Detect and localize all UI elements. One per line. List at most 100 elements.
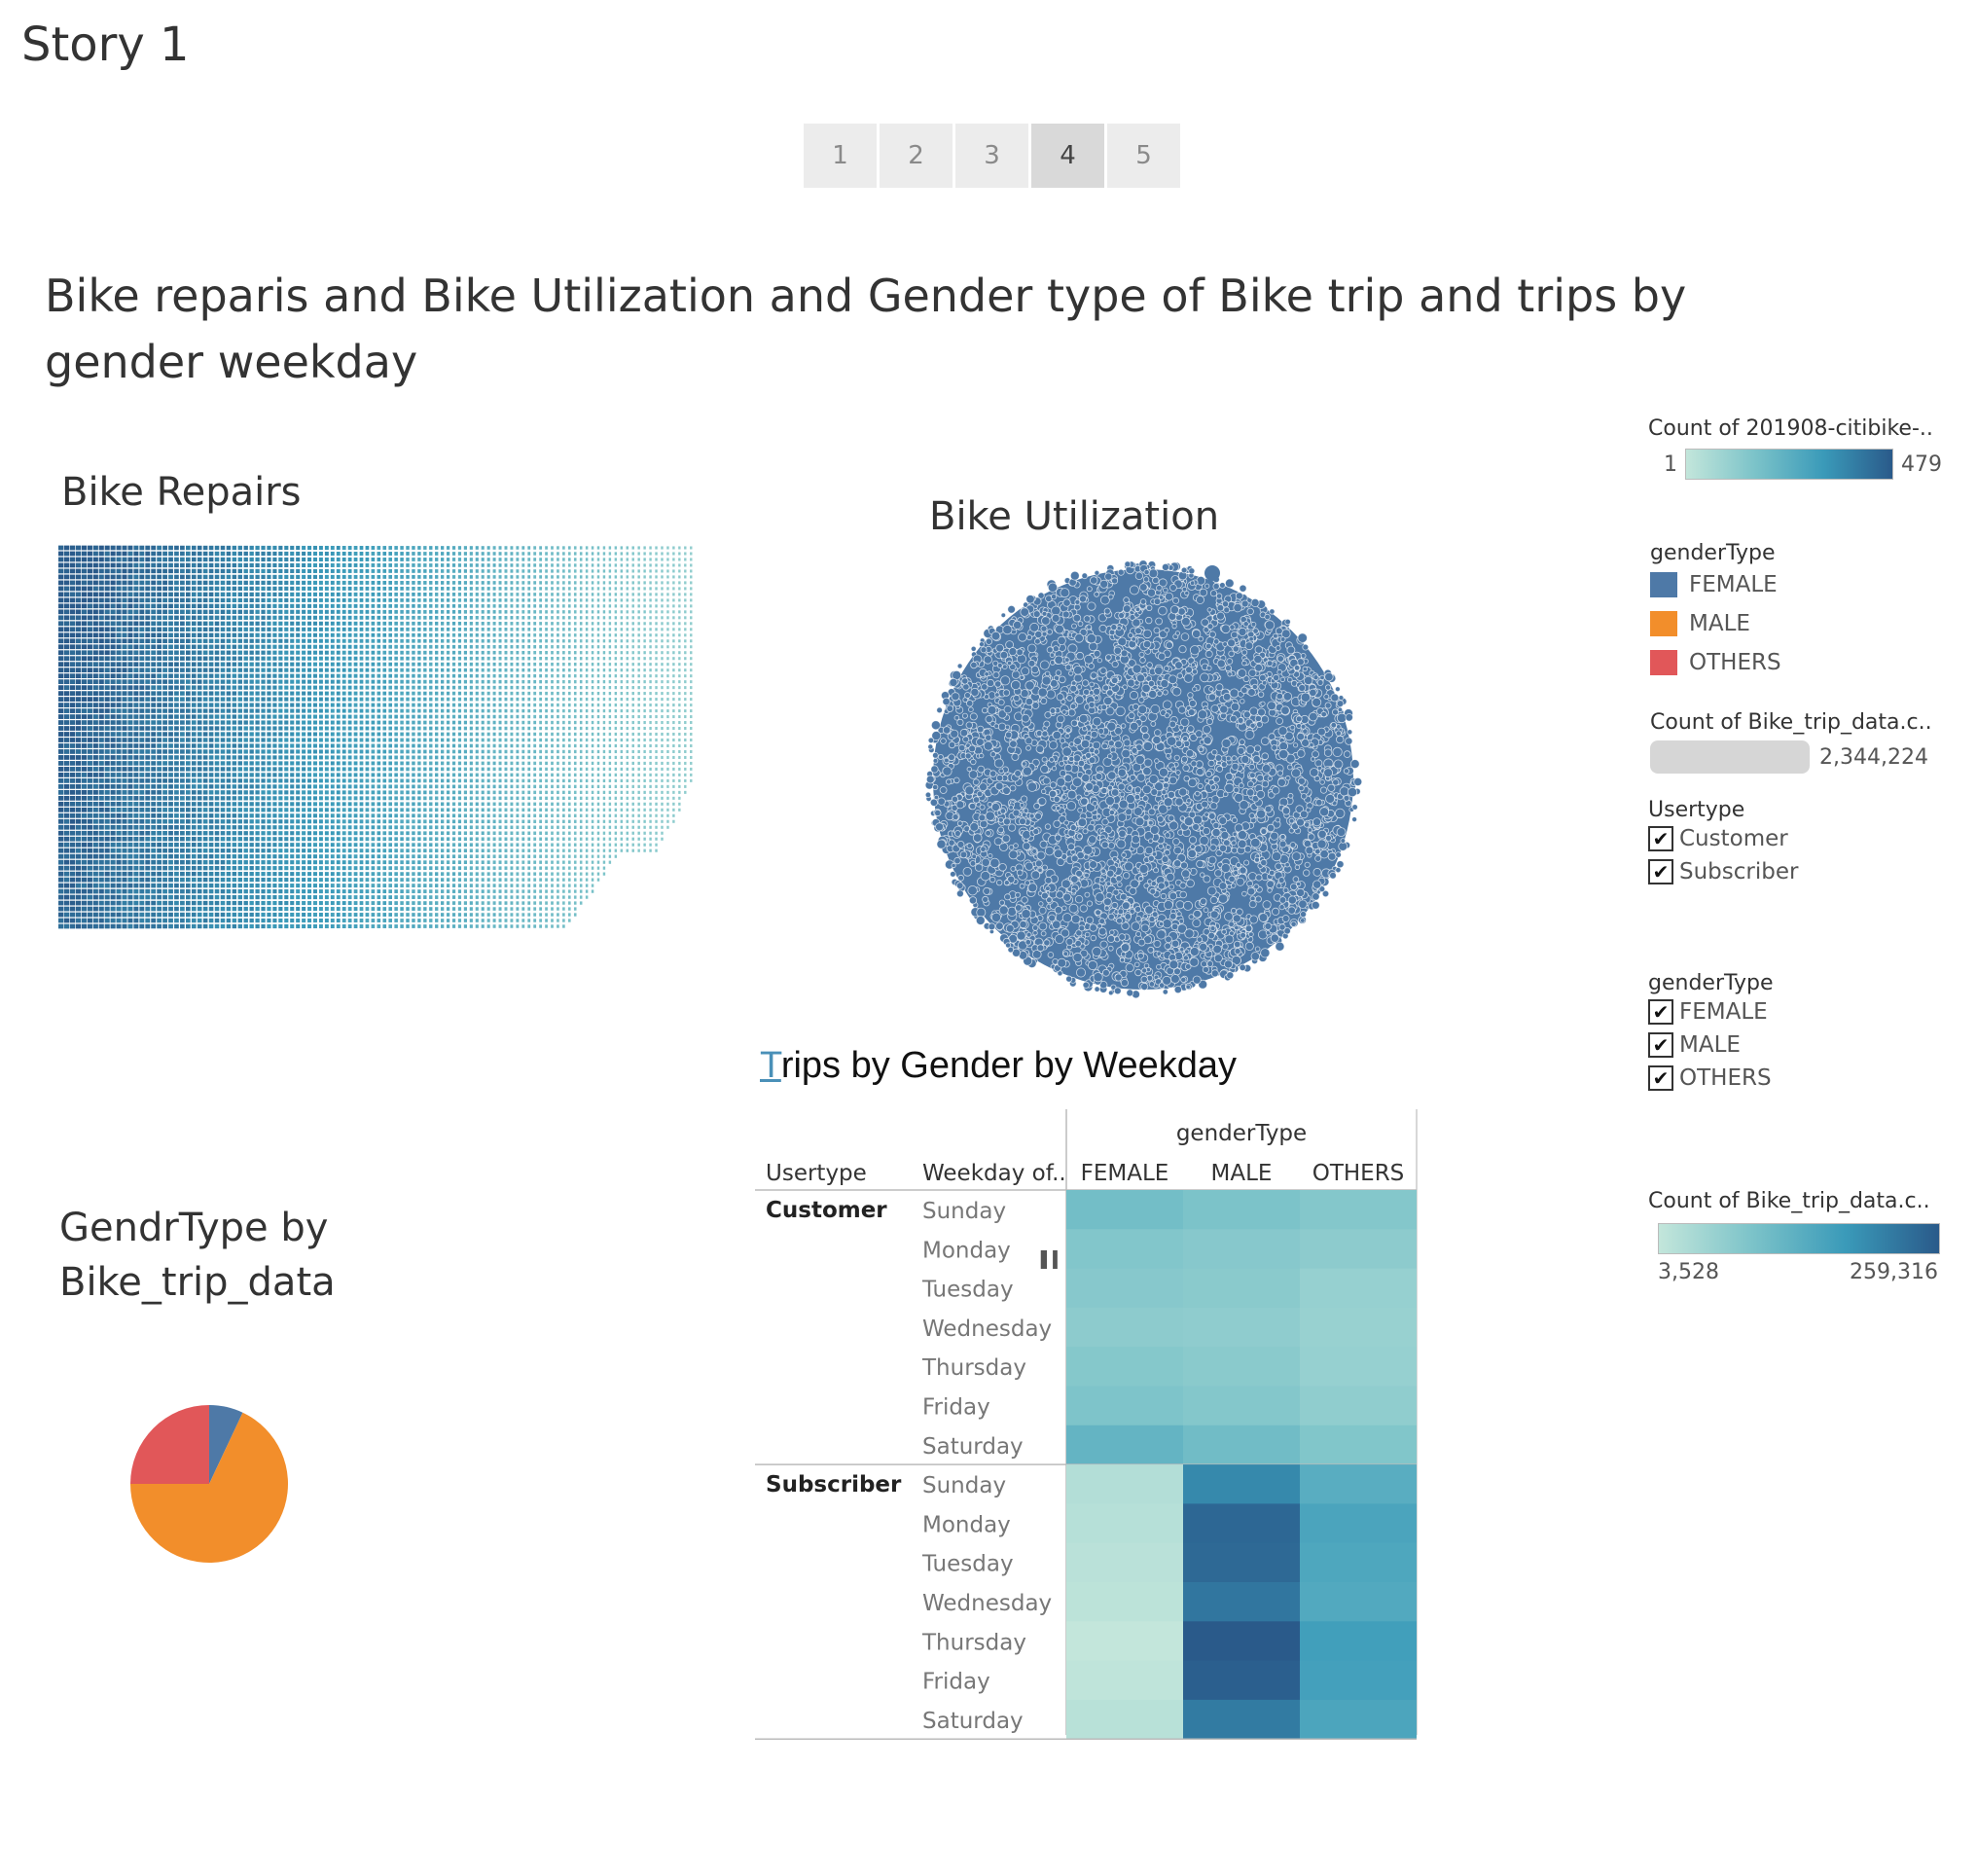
repair-mark[interactable] [255,703,260,707]
repair-mark[interactable] [232,673,237,678]
repair-mark[interactable] [441,679,445,684]
repair-mark[interactable] [377,802,381,807]
repair-mark[interactable] [435,691,439,696]
repair-mark[interactable] [626,663,629,667]
repair-mark[interactable] [208,720,214,725]
repair-mark[interactable] [557,563,559,567]
repair-mark[interactable] [492,726,496,731]
repair-mark[interactable] [568,569,571,573]
repair-mark[interactable] [441,558,445,561]
repair-mark[interactable] [457,802,462,807]
repair-mark[interactable] [365,761,370,766]
repair-mark[interactable] [637,552,640,556]
repair-mark[interactable] [104,749,110,754]
repair-mark[interactable] [377,662,381,667]
repair-mark[interactable] [469,604,473,608]
repair-mark[interactable] [313,802,317,807]
repair-mark[interactable] [267,703,271,707]
repair-mark[interactable] [92,691,98,696]
repair-mark[interactable] [394,708,398,713]
repair-mark[interactable] [579,767,583,772]
repair-mark[interactable] [341,609,346,614]
repair-mark[interactable] [127,708,133,713]
repair-mark[interactable] [486,673,490,678]
repair-mark[interactable] [643,633,646,637]
repair-mark[interactable] [388,546,392,550]
repair-mark[interactable] [649,692,652,696]
repair-mark[interactable] [330,562,335,567]
repair-mark[interactable] [359,557,364,561]
repair-mark[interactable] [557,651,559,655]
repair-mark[interactable] [290,615,295,620]
repair-mark[interactable] [157,627,162,632]
repair-mark[interactable] [602,598,606,602]
repair-mark[interactable] [336,627,341,631]
repair-mark[interactable] [272,720,277,725]
repair-mark[interactable] [296,673,301,678]
repair-mark[interactable] [139,796,145,801]
repair-mark[interactable] [690,698,693,702]
repair-mark[interactable] [678,778,681,782]
repair-mark[interactable] [377,685,381,690]
repair-mark[interactable] [579,749,583,754]
repair-mark[interactable] [377,597,381,602]
repair-mark[interactable] [214,621,220,626]
repair-mark[interactable] [197,603,202,609]
repair-mark[interactable] [220,673,226,678]
repair-mark[interactable] [661,663,664,667]
repair-mark[interactable] [272,609,277,614]
repair-mark[interactable] [591,697,594,702]
repair-mark[interactable] [110,767,116,772]
repair-mark[interactable] [232,597,237,603]
repair-mark[interactable] [602,680,606,684]
repair-mark[interactable] [232,691,237,696]
repair-mark[interactable] [81,732,88,737]
repair-mark[interactable] [162,679,167,684]
repair-mark[interactable] [359,761,364,766]
repair-mark[interactable] [608,587,612,591]
repair-mark[interactable] [579,773,583,777]
repair-mark[interactable] [498,644,502,649]
repair-mark[interactable] [394,703,398,707]
repair-mark[interactable] [463,546,467,550]
repair-mark[interactable] [98,720,104,725]
repair-mark[interactable] [214,784,220,789]
repair-mark[interactable] [69,691,76,696]
repair-mark[interactable] [63,592,70,597]
repair-mark[interactable] [661,749,664,754]
repair-mark[interactable] [162,790,167,795]
repair-mark[interactable] [412,650,415,655]
repair-mark[interactable] [318,743,323,748]
repair-mark[interactable] [655,761,658,765]
repair-mark[interactable] [545,802,548,807]
repair-mark[interactable] [388,558,392,561]
repair-mark[interactable] [255,586,260,591]
repair-mark[interactable] [527,593,531,596]
repair-mark[interactable] [400,569,404,573]
repair-mark[interactable] [371,562,376,567]
repair-mark[interactable] [191,562,197,568]
repair-mark[interactable] [579,575,583,579]
repair-mark[interactable] [533,667,537,672]
repair-mark[interactable] [678,790,681,794]
repair-mark[interactable] [463,627,467,631]
repair-mark[interactable] [284,638,289,643]
repair-mark[interactable] [302,691,306,696]
repair-mark[interactable] [388,597,392,602]
repair-mark[interactable] [672,680,675,684]
repair-mark[interactable] [284,790,289,795]
repair-mark[interactable] [237,708,242,713]
repair-mark[interactable] [516,697,520,702]
repair-mark[interactable] [145,557,151,562]
repair-mark[interactable] [290,673,295,678]
repair-mark[interactable] [579,668,583,672]
repair-mark[interactable] [533,656,537,661]
repair-mark[interactable] [643,622,646,626]
repair-mark[interactable] [341,603,346,608]
repair-mark[interactable] [341,546,346,550]
repair-mark[interactable] [347,726,352,731]
repair-mark[interactable] [296,592,301,596]
repair-mark[interactable] [463,720,467,725]
repair-mark[interactable] [284,708,289,713]
repair-mark[interactable] [533,604,537,608]
